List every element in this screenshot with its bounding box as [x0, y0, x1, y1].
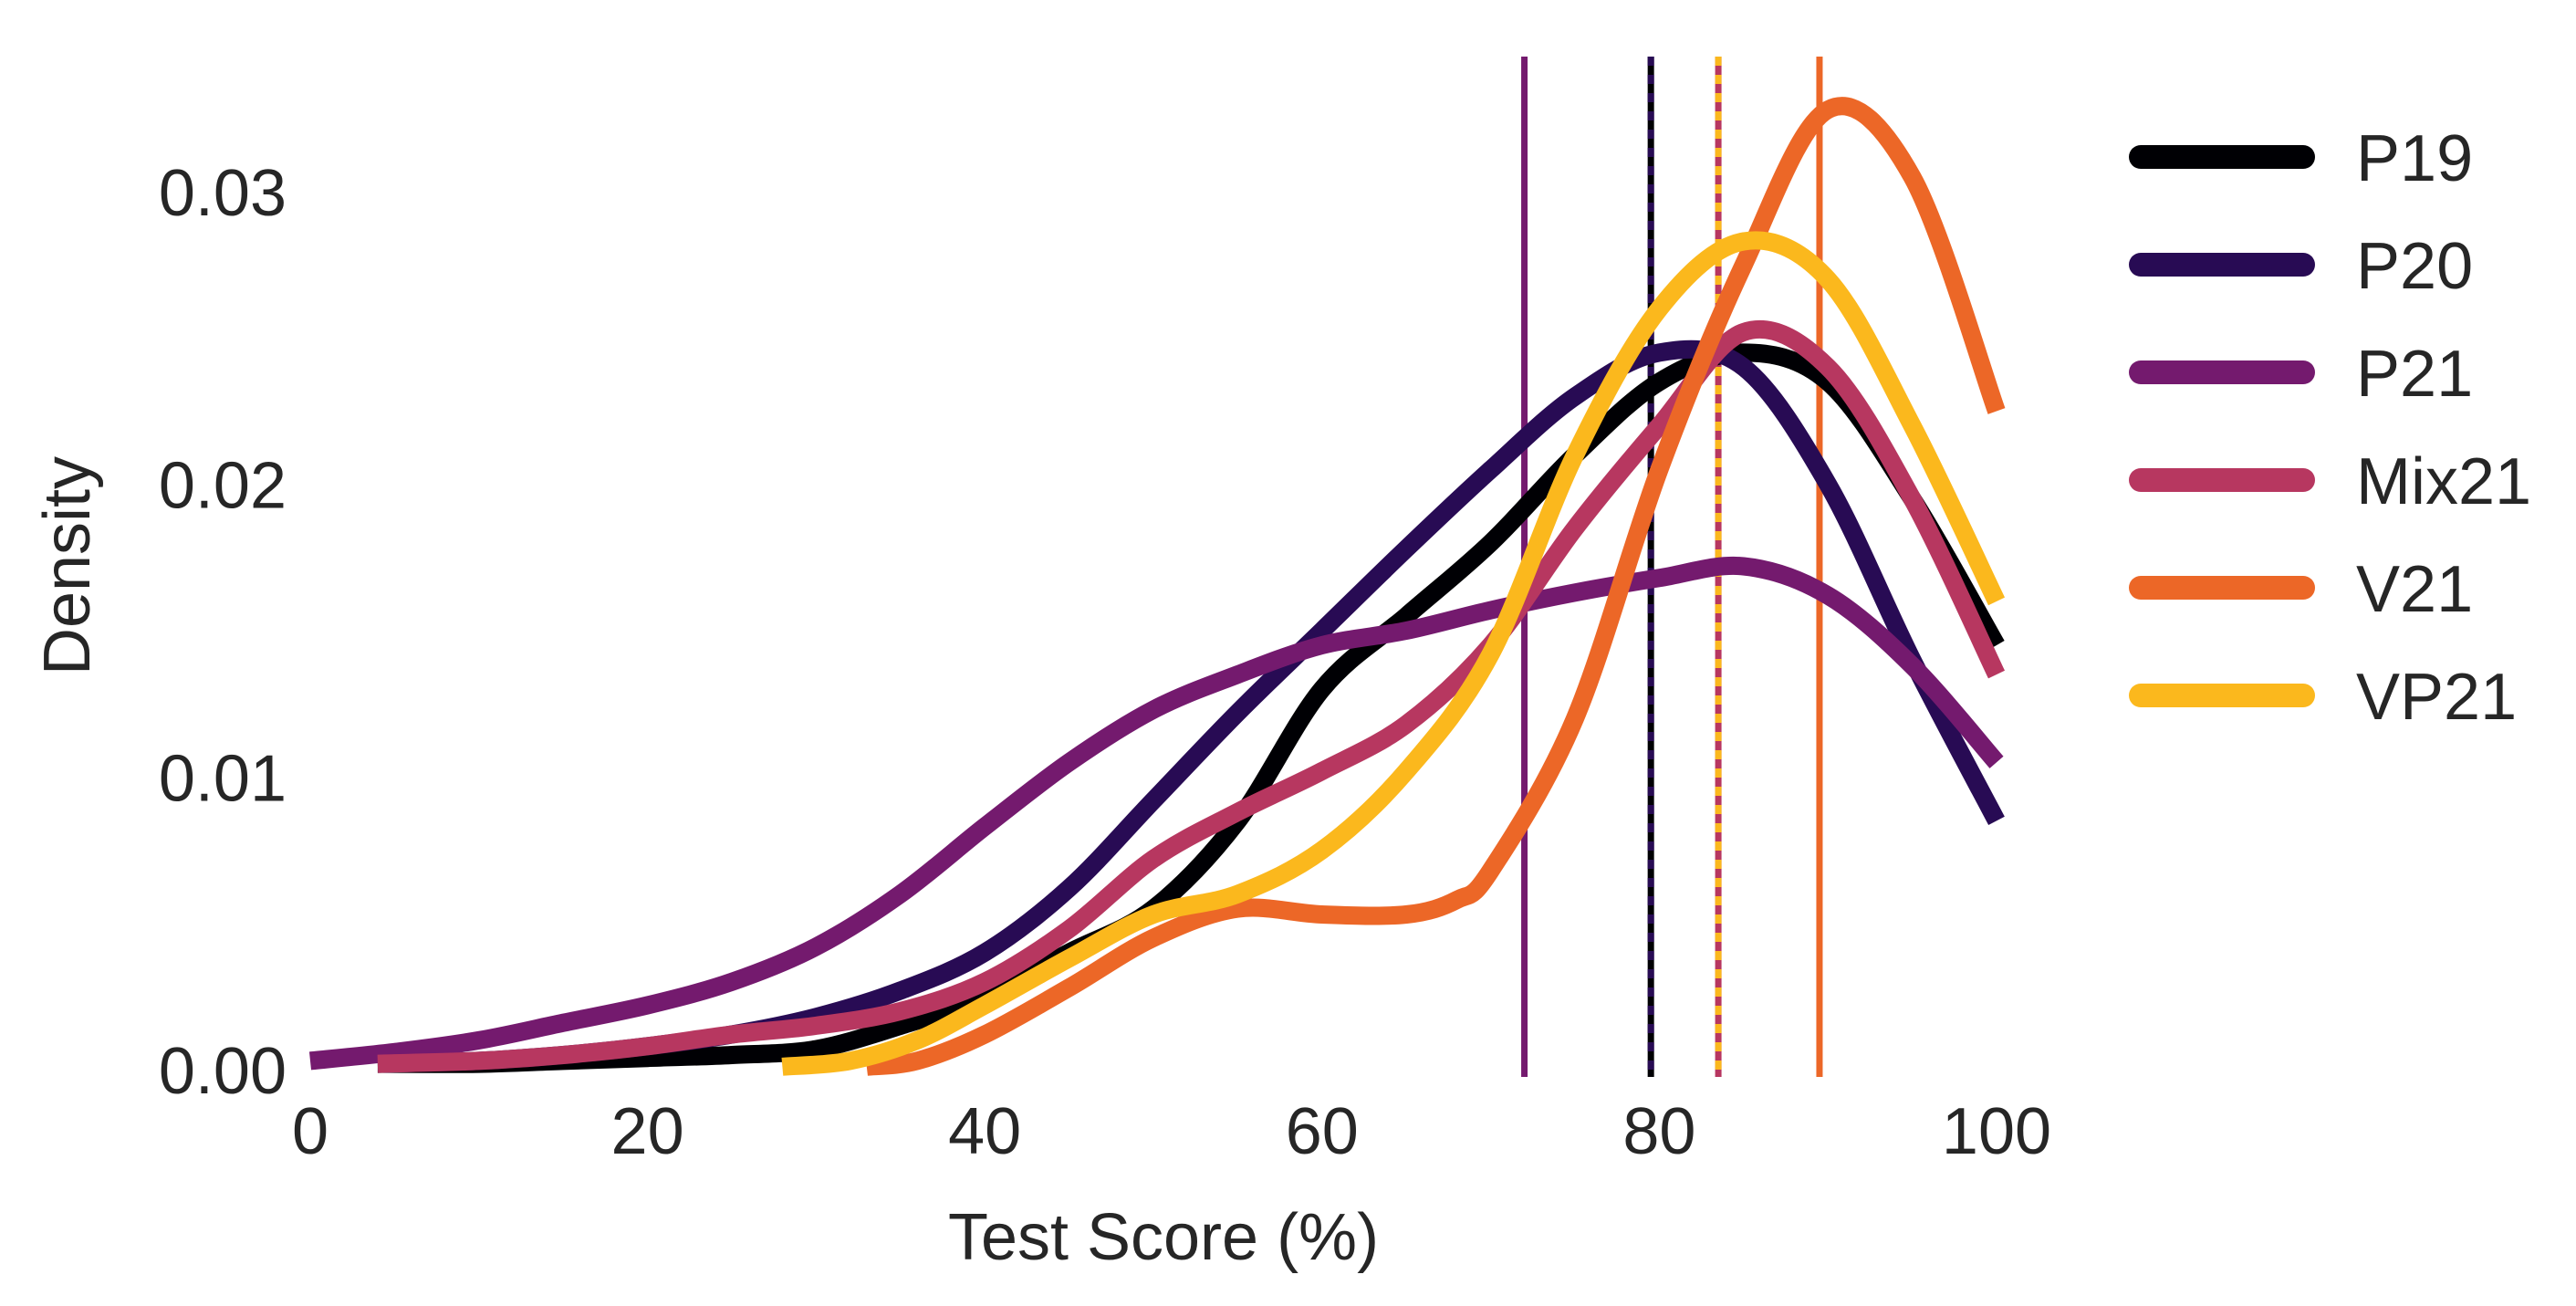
x-tick-label: 20: [611, 1095, 684, 1168]
legend-label-p19: P19: [2356, 122, 2473, 195]
y-tick-label: 0.02: [159, 450, 287, 523]
x-axis: 0 20 40 60 80 100: [292, 1095, 2051, 1168]
legend: P19 P20 P21 Mix21 V21 VP21: [2129, 122, 2531, 734]
y-tick-label: 0.03: [159, 157, 287, 230]
curve-p21: [308, 556, 2004, 1071]
legend-label-vp21: VP21: [2356, 661, 2517, 734]
x-tick-label: 0: [292, 1095, 329, 1168]
legend-label-p21: P21: [2356, 338, 2473, 411]
legend-label-p20: P20: [2356, 230, 2473, 303]
curve-vp21: [781, 231, 2006, 1076]
y-axis-label: Density: [31, 456, 104, 675]
x-tick-label: 40: [948, 1095, 1021, 1168]
curve-mix21: [377, 319, 2006, 1073]
x-tick-label: 60: [1286, 1095, 1359, 1168]
x-tick-label: 100: [1942, 1095, 2051, 1168]
curve-p19: [377, 343, 2005, 1073]
density-curves: [308, 97, 2006, 1076]
curve-v21: [865, 97, 2006, 1076]
y-tick-label: 0.00: [159, 1035, 287, 1108]
legend-label-v21: V21: [2356, 553, 2473, 626]
y-axis: 0.00 0.01 0.02 0.03: [159, 157, 287, 1108]
legend-label-mix21: Mix21: [2356, 445, 2531, 518]
x-tick-label: 80: [1622, 1095, 1695, 1168]
mean-lines: [1521, 57, 1823, 1077]
y-tick-label: 0.01: [159, 742, 287, 815]
curve-p20: [377, 340, 2005, 1073]
x-axis-label: Test Score (%): [948, 1201, 1379, 1274]
